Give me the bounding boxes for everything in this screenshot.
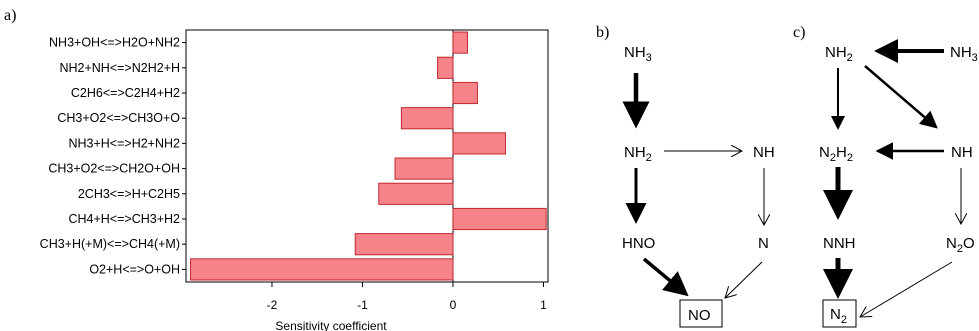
bar: [190, 258, 454, 281]
bar: [452, 132, 506, 155]
node-c-n2o: N2O: [946, 235, 975, 255]
reaction-label: NH2+NH<=>N2H2+H: [59, 61, 180, 75]
node-b-nh: NH: [753, 144, 775, 161]
panel-label-b: b): [596, 24, 609, 41]
node-b-no-box: [679, 299, 723, 328]
node-b-no: NO: [688, 307, 711, 324]
x-tick-label: -1: [357, 298, 368, 312]
bar: [378, 182, 454, 205]
panel-label-a: a): [4, 7, 16, 24]
bars: [190, 31, 547, 281]
reaction-label: O2+H<=>O+OH: [89, 262, 180, 276]
x-tick-label: 1: [540, 298, 547, 312]
bar: [452, 31, 468, 54]
x-tick-label: 0: [450, 298, 457, 312]
node-b-hno: HNO: [622, 235, 655, 252]
node-c-n2-box: [822, 299, 857, 328]
reaction-label: CH3+O2<=>CH3O+O: [57, 111, 180, 125]
reaction-label: CH3+H(+M)<=>CH4(+M): [40, 237, 180, 251]
reaction-label: C2H6<=>C2H4+H2: [71, 86, 180, 100]
bar: [400, 107, 454, 130]
bar: [354, 233, 454, 256]
node-c-nh: NH: [951, 144, 973, 161]
arrow-b-hno-no: [642, 257, 689, 297]
panel-label-c: c): [793, 24, 805, 41]
reaction-label: 2CH3<=>H+C2H5: [78, 187, 180, 201]
x-axis-title: Sensitivity coefficient: [275, 319, 387, 331]
node-c-n2: N2: [830, 306, 847, 326]
pathway-diagram-c: c) NH2 NH3 N2H2 NH NNH N2O N2: [793, 24, 978, 328]
node-c-nnh: NNH: [823, 235, 856, 252]
arrow-c-nh2-nh: [864, 65, 938, 129]
node-c-nh3: NH3: [950, 44, 978, 64]
x-tick-label: -2: [267, 298, 278, 312]
node-c-n2h2: N2H2: [819, 144, 853, 164]
node-b-n: N: [758, 235, 769, 252]
bar: [452, 81, 478, 105]
reaction-labels: NH3+OH<=>H2O+NH2 NH2+NH<=>N2H2+H C2H6<=>C2…: [40, 36, 186, 276]
x-axis-ticks: -2 -1 0 1: [267, 282, 547, 312]
reaction-label: NH3+H<=>H2+NH2: [68, 136, 180, 150]
bar: [452, 207, 547, 231]
arrow-c-n2o-n2: [860, 261, 953, 317]
bar: [394, 157, 454, 180]
sensitivity-chart: a) NH3+OH<=>H2O+NH2 NH2+NH<=>N2H2+H C2H6<=…: [4, 7, 549, 331]
bar: [437, 56, 454, 79]
reaction-label: NH3+OH<=>H2O+NH2: [49, 36, 180, 50]
node-b-nh3: NH3: [624, 44, 652, 64]
node-b-nh2: NH2: [624, 144, 652, 164]
reaction-label: CH3+O2<=>CH2O+OH: [48, 162, 180, 176]
node-c-nh2: NH2: [825, 44, 853, 64]
pathway-diagram-b: b) NH3 NH2 NH HNO N NO: [596, 24, 775, 328]
reaction-label: CH4+H<=>CH3+H2: [68, 212, 180, 226]
plot-frame: [185, 29, 549, 283]
arrow-b-n-no: [725, 261, 763, 298]
